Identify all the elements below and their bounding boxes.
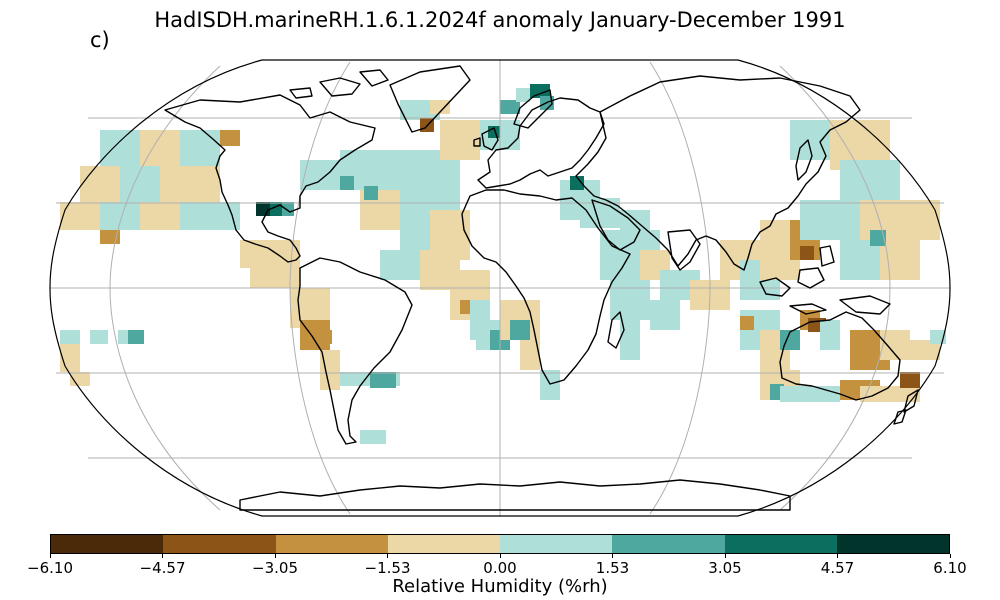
anomaly-cell [880,240,920,280]
anomaly-cell [100,202,140,230]
anomaly-cell [282,202,294,216]
map-frame [49,59,951,517]
anomaly-cell [900,340,940,360]
asia-coast [575,75,861,271]
anomaly-cell [200,166,220,202]
anomaly-cell [780,386,840,402]
colorbar-segment [500,535,613,553]
colorbar-tick-mark [387,554,388,558]
colorbar-tick-label: 3.05 [708,559,742,577]
colorbar-segment [836,535,949,553]
anomaly-cell [180,202,220,230]
anomaly-cell [790,120,830,160]
north-america-coast [164,94,376,263]
colorbar-tick-mark [612,554,613,558]
anomaly-cell [340,176,354,190]
anomaly-cell [360,430,386,444]
anomaly-cell [90,330,108,344]
anomaly-cell [800,246,814,260]
graticule [50,60,950,516]
anomaly-cell [570,176,584,190]
anomaly-cell [540,370,560,400]
anomaly-cell [510,320,530,340]
colorbar-label: Relative Humidity (%rh) [392,576,608,597]
anomaly-cell [380,250,420,280]
anomaly-cell [900,372,920,388]
anomaly-cell [140,202,180,230]
colorbar-segment [612,535,725,553]
colorbar-segment [163,535,276,553]
anomaly-cell [900,200,940,240]
anomaly-cell [370,372,396,388]
coastlines [164,65,919,511]
colorbar-tick-label: −6.10 [27,559,73,577]
anomaly-cell [500,100,520,114]
anomaly-cell [60,330,80,344]
anomaly-cell [160,166,200,202]
anomaly-cell [128,330,144,344]
anomaly-cell [100,130,140,166]
antarctica-coast [239,479,791,511]
greenland-coast [389,65,471,133]
anomaly-cell [470,300,490,340]
chart-title: HadISDH.marineRH.1.6.1.2024f anomaly Jan… [154,8,846,32]
anomaly-cell [240,240,300,268]
colorbar-tick-label: −1.53 [364,559,411,577]
colorbar-tick-mark [162,554,163,558]
anomaly-cell [80,166,120,202]
colorbar-tick-label: −3.05 [252,559,298,577]
anomaly-cell [430,100,450,114]
anomaly-cell [220,202,240,230]
colorbar-tick-label: −4.57 [139,559,186,577]
anomaly-cell [430,210,470,260]
anomaly-grid-cells [60,84,946,444]
anomaly-cell [250,268,300,288]
europe-coast [477,97,605,189]
anomaly-cell [620,320,640,360]
colorbar-tick-label: 1.53 [595,559,630,577]
anomaly-cell [840,240,880,280]
anomaly-cell [610,280,650,320]
colorbar-tick-mark [724,554,726,558]
colorbar-segment [724,535,837,553]
panel-label: c) [90,28,110,52]
anomaly-cell [860,386,920,402]
colorbar-tick-label: 0.00 [483,559,517,577]
colorbar-tick-label: 4.57 [820,559,855,577]
colorbar-tick-mark [949,554,951,558]
world-map [49,59,951,517]
anomaly-cell [320,350,340,390]
anomaly-cell [650,300,680,330]
anomaly-cell [316,330,332,344]
colorbar-tick-label: 6.10 [933,559,967,577]
colorbar-segment [275,535,388,553]
south-america-coast [297,257,413,445]
colorbar-tick-mark [837,554,838,558]
anomaly-cell [256,202,270,216]
colorbar-tick-mark [274,554,276,558]
anomaly-cell [800,200,860,240]
anomaly-cell [820,320,840,350]
australia-coast [779,311,901,401]
colorbar-segment [51,535,164,553]
anomaly-cell [220,130,240,146]
colorbar-tick-mark [49,554,51,558]
colorbar-segment [387,535,500,553]
anomaly-cell [180,130,220,166]
africa-coast [461,189,631,385]
colorbar [50,534,950,554]
anomaly-cell [520,340,540,370]
anomaly-cell [740,316,754,330]
colorbar-tick-mark [499,554,501,558]
anomaly-cell [516,88,530,102]
anomaly-cell [364,186,378,200]
anomaly-cell [870,230,886,246]
anomaly-cell [530,84,550,98]
anomaly-cell [60,202,100,230]
